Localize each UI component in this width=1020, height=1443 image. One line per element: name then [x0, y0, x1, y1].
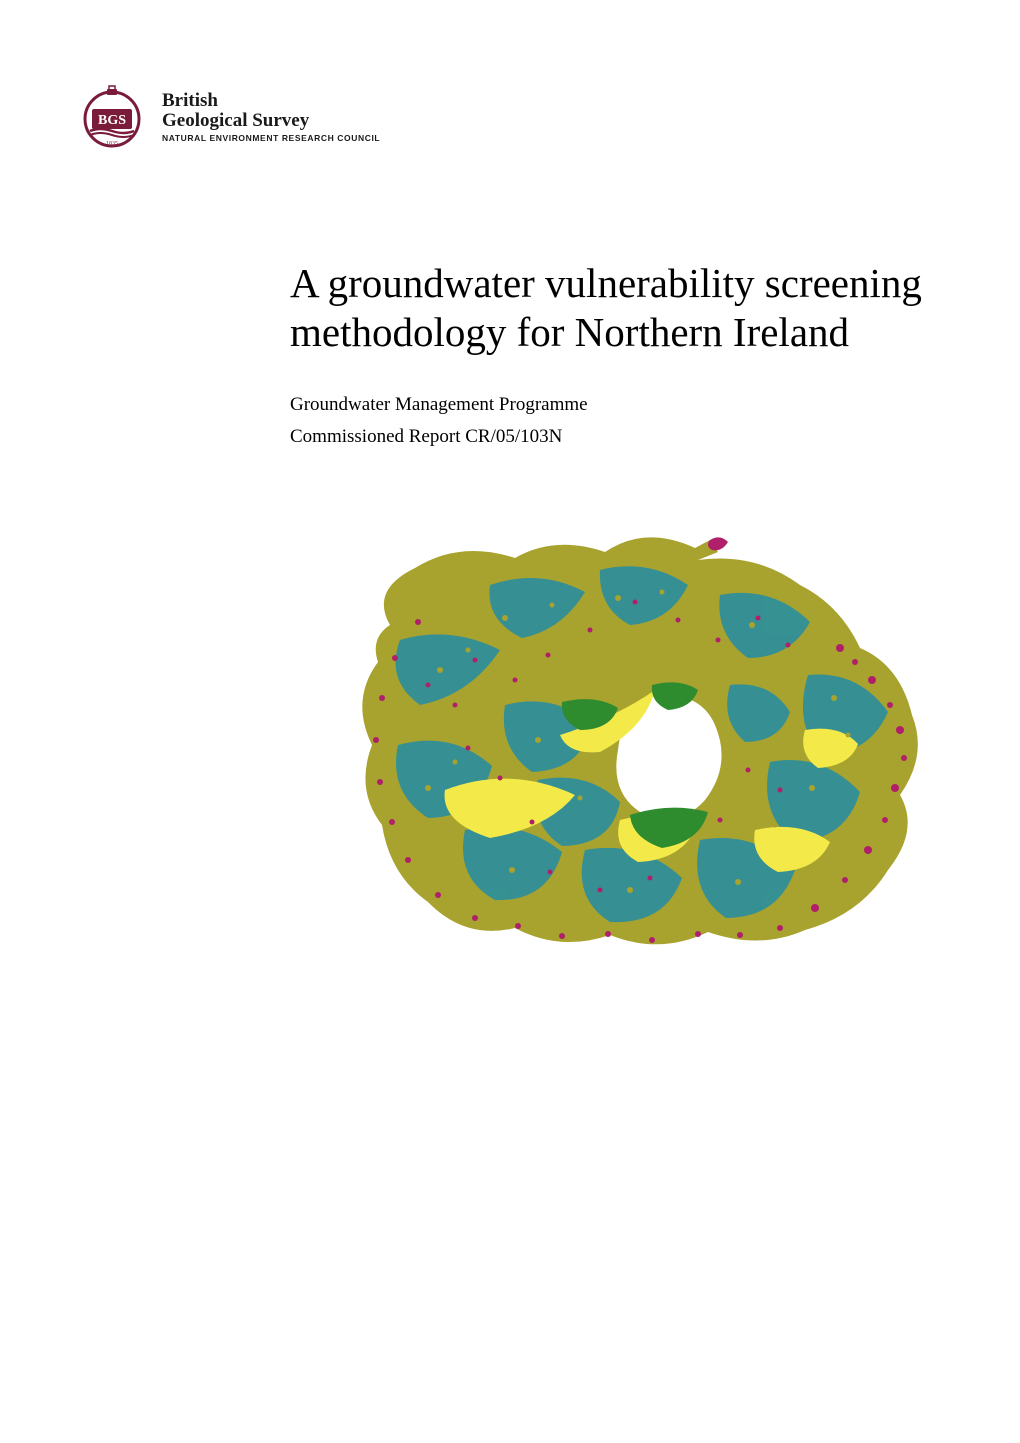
report-subtitle: Groundwater Management Programme Commiss…: [290, 389, 930, 452]
bgs-logo-icon: BGS 1835: [80, 85, 144, 149]
svg-text:BGS: BGS: [98, 113, 126, 128]
report-title: A groundwater vulnerability screening me…: [290, 259, 930, 357]
programme-line: Groundwater Management Programme: [290, 389, 930, 420]
title-block: A groundwater vulnerability screening me…: [290, 259, 930, 452]
northern-ireland-map-figure: [300, 530, 940, 960]
logo-line1: British: [162, 91, 380, 111]
report-number-line: Commissioned Report CR/05/103N: [290, 421, 930, 452]
logo-sub: NATURAL ENVIRONMENT RESEARCH COUNCIL: [162, 134, 380, 143]
bgs-logo-text: British Geological Survey NATURAL ENVIRO…: [162, 91, 380, 144]
logo-line2: Geological Survey: [162, 111, 380, 131]
bgs-logo-block: BGS 1835 British Geological Survey NATUR…: [80, 85, 940, 149]
svg-text:1835: 1835: [106, 141, 118, 147]
report-cover-page: BGS 1835 British Geological Survey NATUR…: [0, 0, 1020, 1443]
